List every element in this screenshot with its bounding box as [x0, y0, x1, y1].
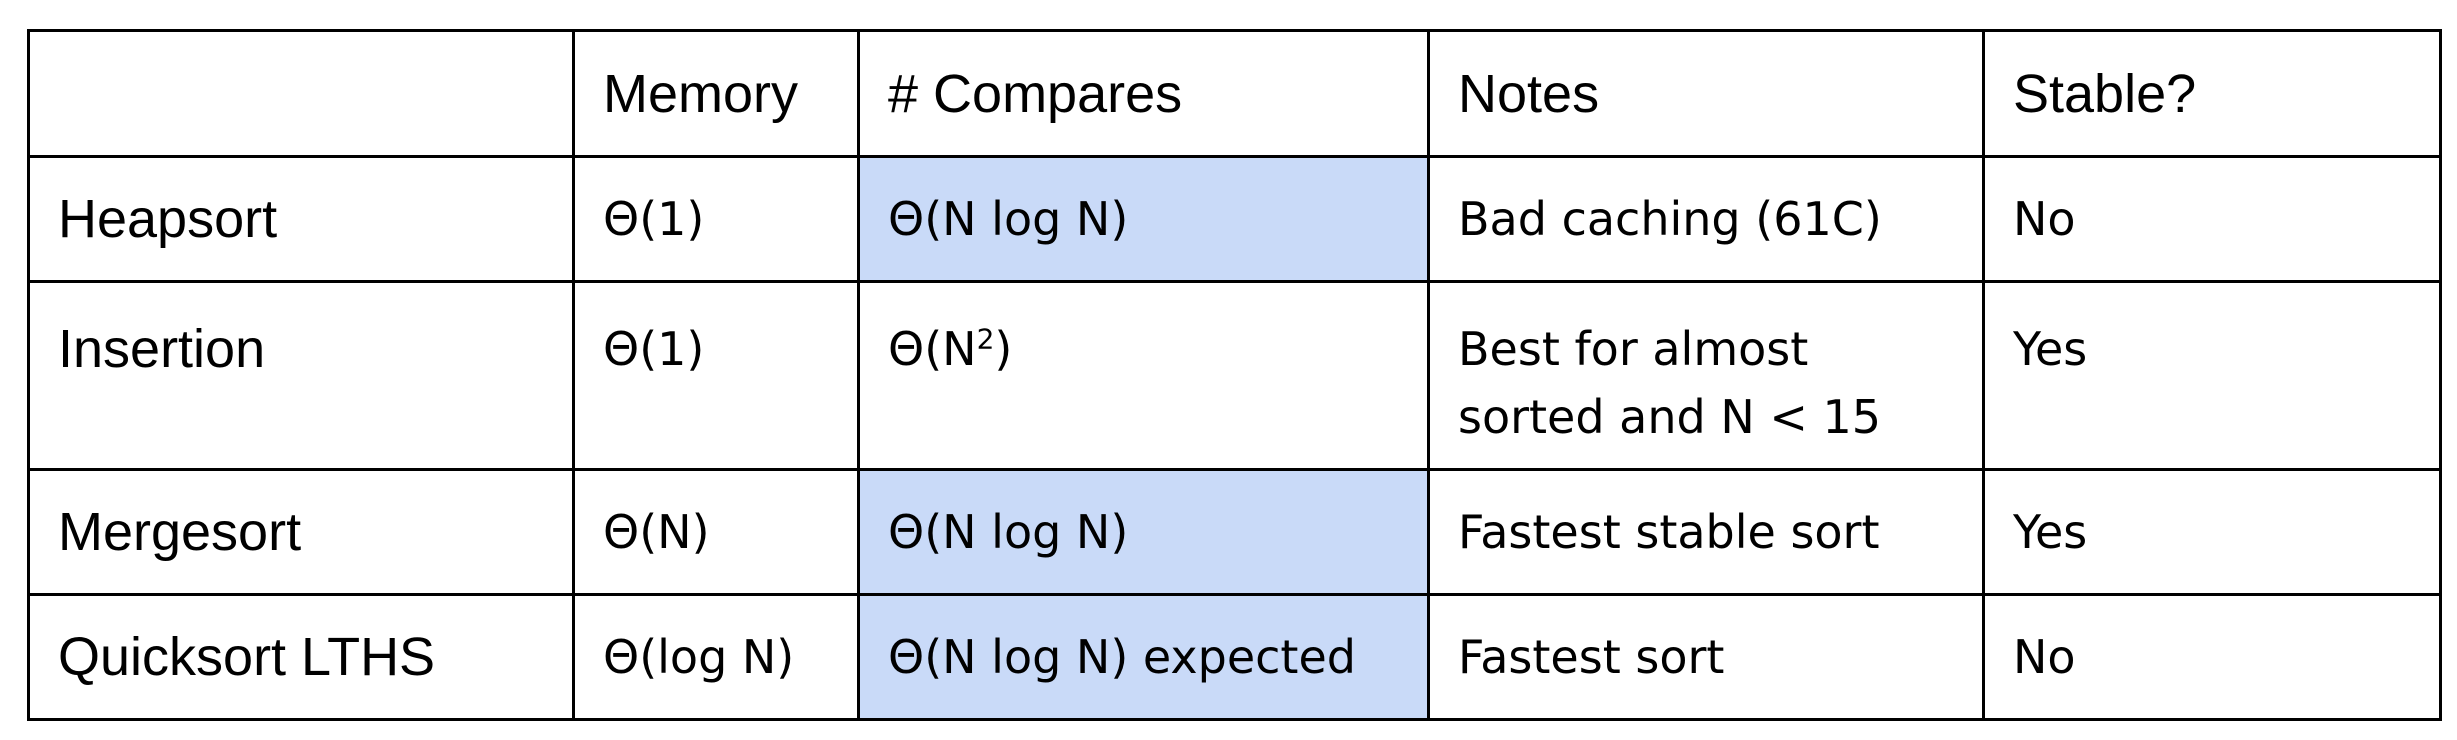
notes-cell: Best for almost sorted and N < 15: [1427, 280, 1985, 471]
table-header-row: Memory # Compares Notes Stable?: [27, 29, 2442, 158]
table-row-quicksort: Quicksort LTHS Θ(log N) Θ(N log N) expec…: [27, 593, 2442, 721]
compares-cell-highlighted: Θ(N log N): [857, 155, 1430, 283]
notes-cell: Bad caching (61C): [1427, 155, 1985, 283]
header-cell-memory: Memory: [572, 29, 860, 158]
compares-cell-highlighted: Θ(N log N) expected: [857, 593, 1430, 721]
compares-close-text: ): [994, 322, 1013, 376]
notes-line-2: sorted and N < 15: [1458, 390, 1882, 444]
memory-cell: Θ(N): [572, 468, 860, 596]
algorithm-name-cell: Mergesort: [27, 468, 575, 596]
table-row-heapsort: Heapsort Θ(1) Θ(N log N) Bad caching (61…: [27, 155, 2442, 283]
stable-cell: Yes: [1982, 468, 2442, 596]
table-row-mergesort: Mergesort Θ(N) Θ(N log N) Fastest stable…: [27, 468, 2442, 596]
memory-cell: Θ(1): [572, 155, 860, 283]
compares-cell-highlighted: Θ(N log N): [857, 468, 1430, 596]
header-cell-stable: Stable?: [1982, 29, 2442, 158]
compares-base-text: Θ(N: [888, 322, 977, 376]
memory-cell: Θ(1): [572, 280, 860, 471]
stable-cell: No: [1982, 593, 2442, 721]
algorithm-name-cell: Insertion: [27, 280, 575, 471]
header-cell-algorithm: [27, 29, 575, 158]
stable-cell: Yes: [1982, 280, 2442, 471]
stable-cell: No: [1982, 155, 2442, 283]
header-cell-notes: Notes: [1427, 29, 1985, 158]
sorting-comparison-table: Memory # Compares Notes Stable? Heapsort…: [27, 29, 2442, 721]
header-cell-compares: # Compares: [857, 29, 1430, 158]
memory-cell: Θ(log N): [572, 593, 860, 721]
table-row-insertion: Insertion Θ(1) Θ(N2) Best for almost sort…: [27, 280, 2442, 471]
notes-cell: Fastest stable sort: [1427, 468, 1985, 596]
algorithm-name-cell: Heapsort: [27, 155, 575, 283]
compares-exponent: 2: [976, 322, 995, 356]
compares-cell: Θ(N2): [857, 280, 1430, 471]
notes-line-1: Best for almost: [1458, 322, 1809, 376]
notes-cell: Fastest sort: [1427, 593, 1985, 721]
algorithm-name-cell: Quicksort LTHS: [27, 593, 575, 721]
